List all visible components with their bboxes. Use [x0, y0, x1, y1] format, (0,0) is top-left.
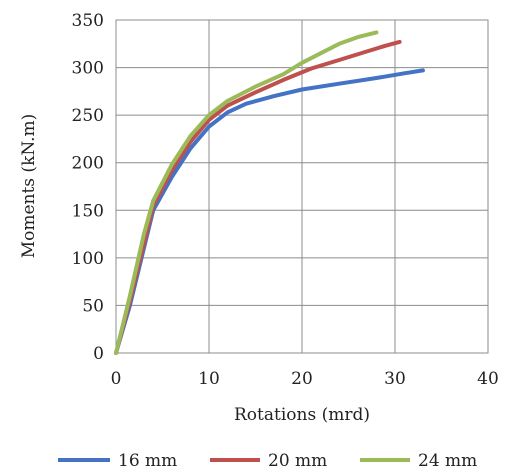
x-tick-label: 30 — [384, 369, 406, 389]
y-tick-label: 100 — [72, 249, 104, 269]
y-tick-label: 200 — [72, 154, 104, 174]
x-tick-label: 40 — [477, 369, 499, 389]
legend-label-2: 24 mm — [418, 451, 477, 471]
series-line-0 — [114, 68, 425, 355]
plot-area — [115, 19, 489, 354]
y-tick-label: 50 — [82, 296, 104, 316]
legend-label-1: 20 mm — [268, 451, 327, 471]
y-tick-label: 300 — [72, 59, 104, 79]
y-tick-label: 250 — [72, 106, 104, 126]
x-axis-label: Rotations (mrd) — [234, 405, 370, 425]
series-lines — [114, 30, 425, 355]
y-tick-label: 350 — [72, 11, 104, 31]
series-line-2 — [114, 30, 379, 355]
y-tick-label: 0 — [93, 344, 104, 364]
y-tick-label: 150 — [72, 201, 104, 221]
legend-label-0: 16 mm — [118, 451, 177, 471]
y-tick-labels: 0 50 100 150 200 250 300 350 — [72, 11, 104, 364]
x-tick-label: 0 — [111, 369, 122, 389]
x-tick-label: 10 — [198, 369, 220, 389]
x-tick-labels: 0 10 20 30 40 — [111, 369, 499, 389]
x-tick-label: 20 — [291, 369, 313, 389]
series-line-1 — [114, 39, 402, 355]
grid — [116, 20, 488, 353]
y-axis-label: Moments (kN.m) — [19, 114, 39, 259]
legend: 16 mm 20 mm 24 mm — [58, 451, 477, 471]
